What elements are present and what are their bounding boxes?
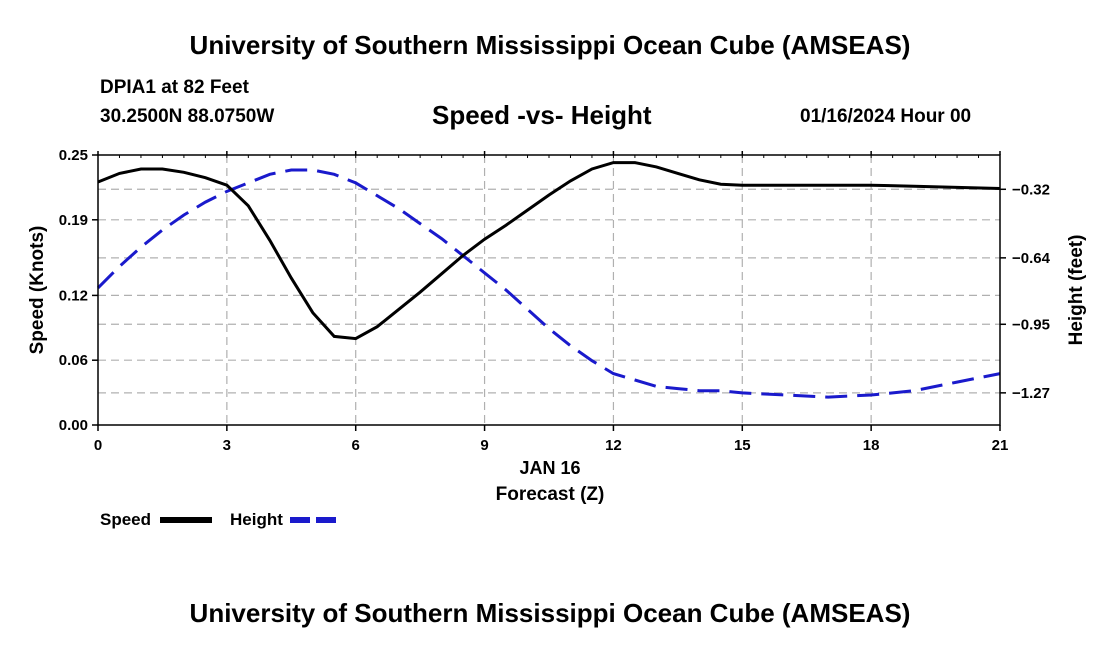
station-label: DPIA1 at 82 Feet xyxy=(100,77,249,98)
y-tick-label: 0.06 xyxy=(59,352,88,369)
footer-title: University of Southern Mississippi Ocean… xyxy=(189,598,911,628)
x-axis-label: Forecast (Z) xyxy=(496,484,605,505)
x-tick-label: 15 xyxy=(734,437,751,454)
y-tick-label: 0.12 xyxy=(59,287,88,304)
coordinates-label: 30.2500N 88.0750W xyxy=(100,106,275,127)
legend: Speed Height xyxy=(100,510,342,529)
x-tick-label: 9 xyxy=(480,437,488,454)
x-axis-date-label: JAN 16 xyxy=(519,458,580,478)
y-tick-label: 0.19 xyxy=(59,212,88,229)
y-tick-label: 0.25 xyxy=(59,147,88,164)
grid xyxy=(98,155,1000,425)
series-layer xyxy=(96,161,1001,399)
y2-tick-label: −0.95 xyxy=(1012,316,1050,333)
y-axis-label: Speed (Knots) xyxy=(27,226,48,355)
chart-title: University of Southern Mississippi Ocean… xyxy=(189,30,911,60)
x-tick-label: 21 xyxy=(992,437,1009,454)
x-tick-label: 6 xyxy=(352,437,360,454)
x-tick-label: 12 xyxy=(605,437,622,454)
legend-height-label: Height xyxy=(230,510,283,529)
height-series-line xyxy=(96,168,1001,399)
axis-ticks: 0 3 6 9 12 15 18 21 0.00 0.06 0.12 0.19 0.25 −0.32 −0.… xyxy=(59,147,1051,454)
x-tick-label: 3 xyxy=(223,437,231,454)
x-tick-label: 0 xyxy=(94,437,102,454)
y2-tick-label: −0.64 xyxy=(1012,250,1051,267)
y2-tick-label: −1.27 xyxy=(1012,385,1050,402)
speed-series-line xyxy=(97,161,1001,341)
y2-axis-label: Height (feet) xyxy=(1066,235,1087,346)
chart-subtitle: Speed -vs- Height xyxy=(432,100,652,130)
y-tick-label: 0.00 xyxy=(59,417,88,434)
x-tick-label: 18 xyxy=(863,437,880,454)
y2-tick-label: −0.32 xyxy=(1012,181,1050,198)
forecast-datetime: 01/16/2024 Hour 00 xyxy=(800,106,972,127)
legend-speed-label: Speed xyxy=(100,510,151,529)
